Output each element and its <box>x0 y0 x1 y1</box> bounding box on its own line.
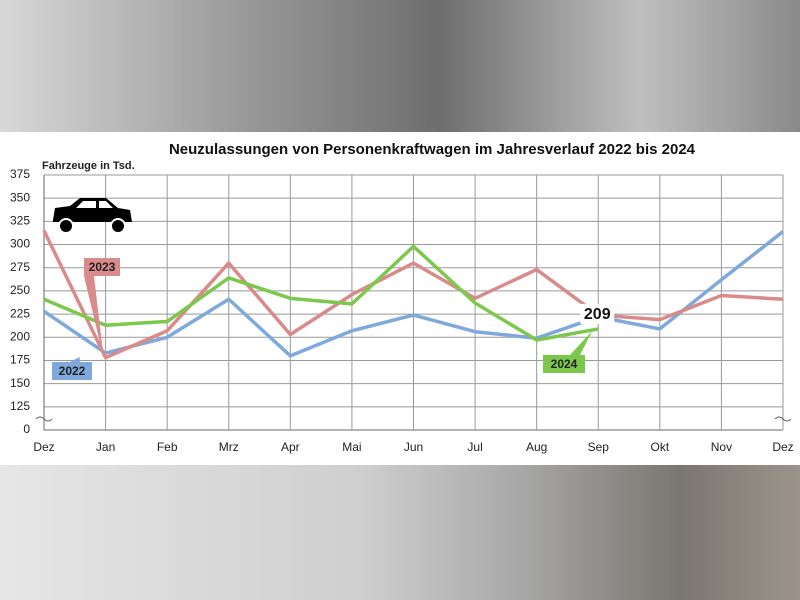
chart-panel <box>0 132 800 465</box>
annotation: 209 <box>584 306 611 323</box>
y-tick-label: 150 <box>10 376 30 390</box>
background-photo <box>0 0 800 132</box>
x-tick-label: Dez <box>33 440 54 454</box>
callout-pointer <box>70 357 80 362</box>
plot: 0 125 150 175 200 225 250 275 300 325 350 375 Dez Jan… <box>10 167 794 454</box>
y-tick-label: 350 <box>10 190 30 204</box>
y-tick-label: 250 <box>10 283 30 297</box>
callout-pointer <box>570 330 593 355</box>
y-tick-label: 175 <box>10 353 30 367</box>
y-axis-label: Fahrzeuge in Tsd. <box>42 160 135 172</box>
y-tick-label: 225 <box>10 306 30 320</box>
series-line <box>43 244 599 342</box>
series-label: 2022 <box>59 364 86 378</box>
axis-break <box>35 416 792 422</box>
y-tick-label: 275 <box>10 260 30 274</box>
series-line <box>43 230 785 358</box>
y-tick-label: 125 <box>10 399 30 413</box>
series-label: 2023 <box>89 260 116 274</box>
callout-box <box>52 362 92 380</box>
series-line <box>42 229 784 360</box>
x-tick-label: Okt <box>650 440 669 454</box>
x-tick-label: Dez <box>772 440 793 454</box>
annotation-box <box>580 303 615 324</box>
x-tick-label: Nov <box>711 440 732 454</box>
x-tick-label: Sep <box>588 440 610 454</box>
y-tick-label: 300 <box>10 237 30 251</box>
x-tick-label: Mrz <box>219 440 239 454</box>
x-tick-label: Jul <box>467 440 482 454</box>
chart-title: Neuzulassungen von Personenkraftwagen im… <box>169 141 696 158</box>
y-tick-label: 375 <box>10 167 30 181</box>
x-tick-label: Jan <box>96 440 115 454</box>
x-tick-label: Aug <box>526 440 547 454</box>
background-photo <box>0 465 800 600</box>
y-tick-label: 0 <box>23 422 30 436</box>
x-tick-label: Apr <box>281 440 300 454</box>
x-tick-label: Feb <box>157 440 178 454</box>
callout-box <box>84 258 120 276</box>
x-tick-label: Mai <box>342 440 361 454</box>
callout-pointer <box>84 276 104 358</box>
series-label: 2024 <box>551 357 578 371</box>
x-tick-label: Jun <box>404 440 423 454</box>
y-tick-label: 325 <box>10 214 30 228</box>
car-icon <box>53 198 132 234</box>
y-tick-label: 200 <box>10 329 30 343</box>
callout-box <box>543 355 585 373</box>
